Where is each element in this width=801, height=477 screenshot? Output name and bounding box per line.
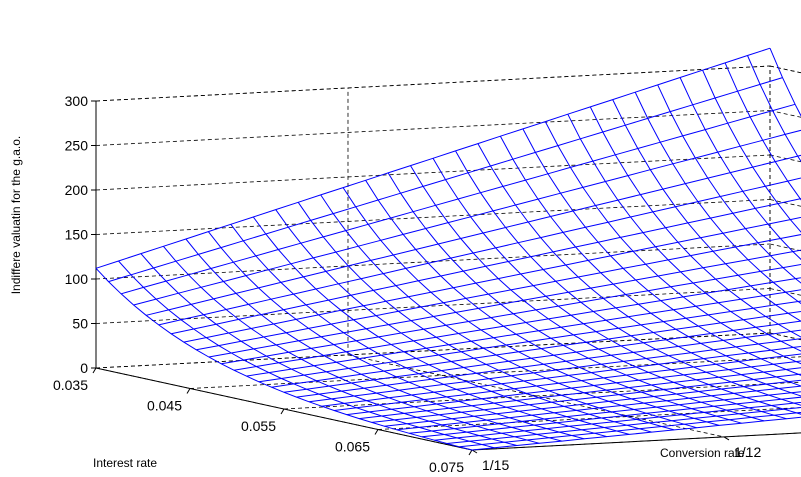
box-edge-top-left (95, 65, 771, 102)
x-tick-label: 0.055 (241, 418, 276, 434)
grid-line-z-back-left (95, 110, 771, 146)
x-tick-mark (186, 388, 191, 394)
mesh-line-const-y (387, 172, 765, 422)
axes-layer (91, 100, 801, 456)
mesh-line-const-y (252, 216, 630, 435)
surface-mesh (95, 47, 801, 451)
mesh-line-const-y (679, 77, 801, 261)
z-tick-label: 200 (65, 182, 89, 198)
grid-line-z-back-left (95, 154, 771, 191)
mesh-line-const-y (634, 91, 801, 305)
mesh-line-const-x (95, 47, 771, 269)
mesh-line-const-x (171, 198, 801, 335)
grid-line-floor-y (347, 354, 725, 438)
grid-line-z-back-left (95, 288, 771, 324)
mesh-line-const-y (567, 113, 801, 352)
mesh-line-const-y (589, 106, 801, 338)
y-tick-label: 1/12 (734, 444, 761, 460)
mesh-line-const-y (612, 99, 801, 322)
x-tick-label: 0.065 (335, 439, 370, 455)
mesh-line-const-y (499, 135, 801, 387)
mesh-line-const-y (522, 128, 801, 376)
x-tick-label: 0.045 (147, 398, 182, 414)
mesh-line-const-y (455, 150, 801, 406)
mesh-line-const-x (208, 249, 801, 358)
z-axis-label: Indiffere valuatin for the g.a.o. (9, 136, 23, 295)
mesh-line-const-y (769, 48, 801, 117)
mesh-line-const-y (207, 231, 585, 440)
x-axis-label: Interest rate (93, 456, 157, 470)
mesh-line-const-y (275, 209, 652, 433)
x-tick-label: 0.075 (429, 459, 464, 475)
y-tick-mark (723, 436, 730, 441)
z-tick-label: 300 (65, 93, 89, 109)
mesh-line-const-x (158, 177, 801, 326)
mesh-line-const-y (477, 143, 801, 397)
z-tick-label: 50 (72, 316, 88, 332)
tick-labels: 0 50 100 150 200 250 300 0.035 0.045 0.055 0.065 0.… (53, 93, 761, 475)
x-tick-label: 0.035 (53, 377, 88, 393)
mesh-line-const-y (432, 158, 801, 415)
z-tick-label: 250 (65, 138, 89, 154)
mesh-line-const-y (140, 253, 518, 446)
grid-line-z-back-left (95, 199, 771, 235)
grid-line-floor-x (377, 407, 801, 430)
grid-line-z-back-right (769, 110, 801, 118)
x-tick-mark (92, 367, 97, 374)
y-tick-label: 1/15 (482, 457, 509, 473)
mesh-line-const-y (95, 267, 473, 451)
mesh-line-const-y (297, 202, 675, 431)
mesh-line-const-y (342, 187, 720, 426)
mesh-line-const-y (702, 69, 801, 233)
x-tick-mark (374, 429, 379, 435)
mesh-line-const-y (657, 84, 801, 284)
mesh-line-const-y (118, 260, 495, 449)
mesh-line-const-x (196, 234, 801, 351)
mesh-line-const-y (320, 194, 697, 429)
mesh-line-const-y (410, 165, 787, 420)
mesh-line-const-x (183, 216, 801, 343)
x-tick-mark (468, 449, 473, 456)
y-axis-line (471, 432, 801, 451)
y-tick-mark (471, 449, 478, 454)
mesh-line-const-y (544, 121, 801, 365)
z-tick-label: 150 (65, 227, 89, 243)
z-tick-label: 100 (65, 271, 89, 287)
mesh-line-const-y (230, 223, 607, 438)
y-axis-label: Conversion rate. (660, 446, 748, 460)
grid-line-floor-x (95, 332, 771, 369)
x-tick-mark (280, 408, 285, 415)
mesh-line-const-y (185, 238, 563, 442)
mesh-line-const-y (724, 62, 801, 201)
grid-line-z-back-right (769, 154, 801, 163)
z-tick-label: 0 (80, 360, 88, 376)
mesh-line-const-x (133, 129, 801, 306)
mesh-line-const-y (365, 180, 742, 424)
grid-line-z-back-left (95, 243, 771, 280)
mesh-line-const-y (163, 245, 540, 444)
